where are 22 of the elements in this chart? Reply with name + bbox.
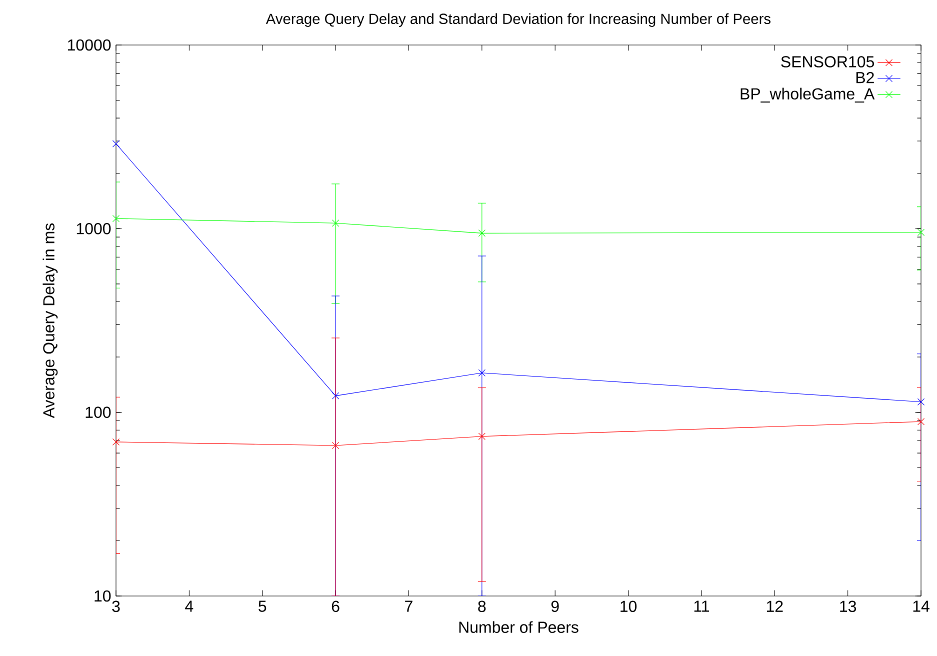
y-tick-label: 100 [86,406,111,418]
y-tick-label: 10000 [68,39,111,51]
legend-label: SENSOR105 [781,56,874,68]
chart-title: Average Query Delay and Standard Deviation for Increasing Number of Peers [266,13,770,27]
legend-label: BP_wholeGame_A [740,88,875,103]
legend-label: B2 [856,72,874,84]
x-tick-label: 14 [913,600,930,612]
x-axis-title: Number of Peers [459,621,578,633]
x-tick-label: 3 [112,600,120,612]
x-tick-label: 8 [478,600,486,612]
x-tick-label: 13 [840,600,856,612]
x-tick-label: 5 [258,600,266,612]
x-tick-label: 6 [332,600,340,612]
x-tick-label: 12 [766,600,783,612]
x-tick-label: 4 [185,600,194,612]
x-tick-label: 10 [620,600,637,612]
x-tick-label: 9 [551,600,559,612]
x-tick-label: 11 [694,600,709,612]
y-tick-label: 1000 [76,223,111,234]
y-axis-title: Average Query Delay in ms [42,223,58,418]
x-tick-label: 7 [405,600,412,612]
y-tick-label: 10 [94,590,111,602]
